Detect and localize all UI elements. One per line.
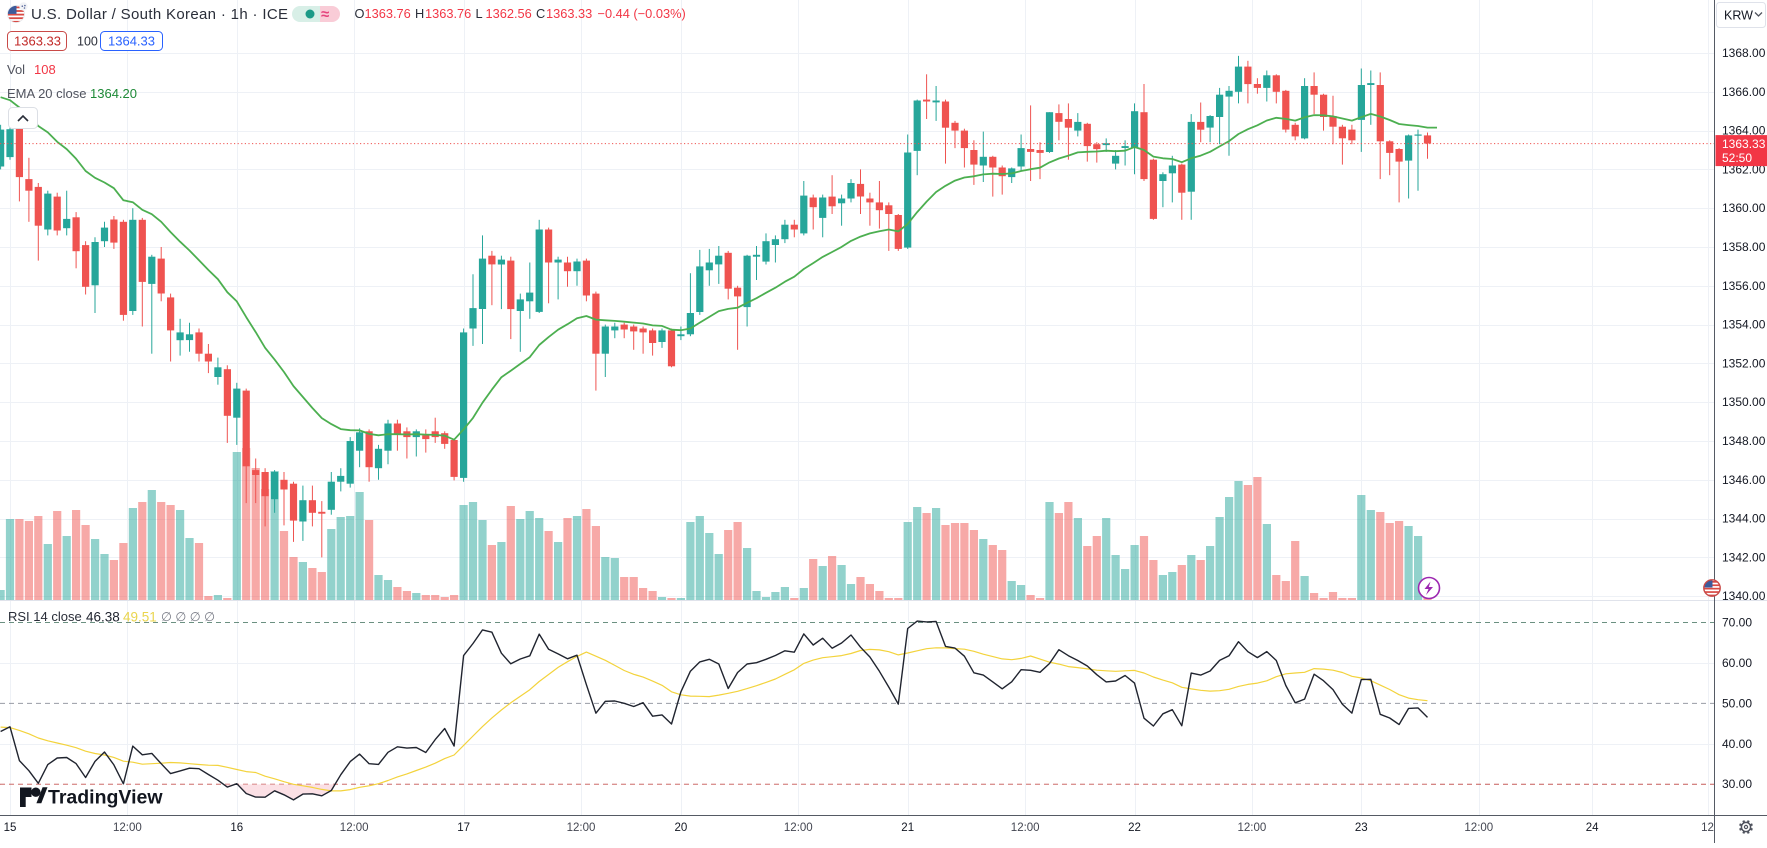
svg-text:12:00: 12:00 [340,822,369,834]
svg-text:1363.76: 1363.76 [425,6,471,21]
svg-text:1363.33: 1363.33 [14,34,61,49]
svg-text:20: 20 [675,822,688,834]
svg-text:1360.00: 1360.00 [1722,201,1766,215]
svg-text:U.S. Dollar / South Korean · 1: U.S. Dollar / South Korean · 1h · ICE [31,6,288,23]
svg-text:40.00: 40.00 [1722,737,1752,751]
svg-text:1364.33: 1364.33 [108,34,155,49]
svg-text:Vol: Vol [7,62,25,77]
svg-text:1348.00: 1348.00 [1722,434,1766,448]
svg-text:12: 12 [1701,822,1714,834]
svg-text:49.51: 49.51 [123,610,157,625]
svg-text:30.00: 30.00 [1722,777,1752,791]
svg-text:22: 22 [1128,822,1141,834]
svg-text:52:50: 52:50 [1722,151,1752,165]
svg-text:1363.33: 1363.33 [1722,137,1766,151]
svg-text:1366.00: 1366.00 [1722,85,1766,99]
svg-text:12:00: 12:00 [567,822,596,834]
svg-text:EMA 20 close: EMA 20 close [7,86,87,101]
svg-text:16: 16 [230,822,243,834]
svg-text:1344.00: 1344.00 [1722,512,1766,526]
svg-text:1362.56: 1362.56 [486,6,532,21]
svg-text:46.38: 46.38 [86,610,120,625]
svg-text:1342.00: 1342.00 [1722,550,1766,564]
svg-text:1358.00: 1358.00 [1722,240,1766,254]
svg-text:12:00: 12:00 [113,822,142,834]
svg-text:17: 17 [457,822,470,834]
svg-text:1340.00: 1340.00 [1722,589,1766,603]
svg-text:RSI 14 close: RSI 14 close [8,609,82,624]
svg-text:70.00: 70.00 [1722,616,1752,630]
svg-text:1350.00: 1350.00 [1722,395,1766,409]
svg-text:23: 23 [1355,822,1368,834]
svg-text:15: 15 [4,822,17,834]
svg-text:∅ ∅ ∅ ∅: ∅ ∅ ∅ ∅ [161,610,215,624]
svg-text:1354.00: 1354.00 [1722,318,1766,332]
svg-text:1363.76: 1363.76 [365,6,411,21]
svg-text:KRW: KRW [1724,9,1753,23]
svg-text:108: 108 [34,62,56,77]
svg-text:1368.00: 1368.00 [1722,46,1766,60]
svg-text:1356.00: 1356.00 [1722,279,1766,293]
svg-text:1352.00: 1352.00 [1722,356,1766,370]
svg-text:O: O [355,6,365,21]
svg-text:C: C [536,6,545,21]
svg-text:60.00: 60.00 [1722,656,1752,670]
svg-text:100: 100 [77,35,98,49]
svg-text:21: 21 [901,822,914,834]
svg-text:50.00: 50.00 [1722,696,1752,710]
svg-text:≈: ≈ [321,6,329,23]
svg-text:TradingView: TradingView [48,787,163,809]
svg-text:12:00: 12:00 [784,822,813,834]
svg-text:L: L [476,6,483,21]
svg-text:H: H [415,6,424,21]
svg-text:24: 24 [1586,822,1599,834]
svg-text:12:00: 12:00 [1464,822,1493,834]
svg-text:1364.20: 1364.20 [90,86,137,101]
svg-text:1346.00: 1346.00 [1722,473,1766,487]
svg-text:1363.33: 1363.33 [546,6,592,21]
svg-text:12:00: 12:00 [1238,822,1267,834]
svg-text:−0.44 (−0.03%): −0.44 (−0.03%) [598,6,686,21]
svg-text:12:00: 12:00 [1011,822,1040,834]
